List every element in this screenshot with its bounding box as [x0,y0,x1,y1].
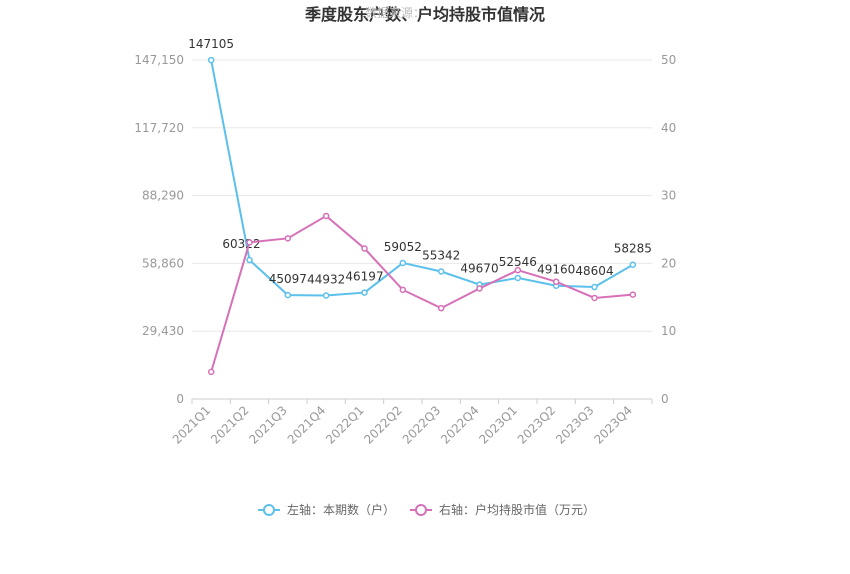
data-point-1 [629,291,637,298]
data-label: 59052 [384,240,422,254]
left-tick-label: 88,290 [142,189,184,203]
grid-lines [192,59,652,400]
x-tick-label: 2023Q1 [476,403,520,447]
chart-title: 季度股东户数、户均持股市值情况 [304,5,545,24]
series-line-1 [210,214,633,373]
left-tick-label: 147,150 [134,53,184,67]
legend[interactable]: 左轴：本期数（户） 右轴：户均持股市值（万元） [258,502,595,517]
left-tick-label: 29,430 [142,324,184,338]
data-point-0 [437,268,445,275]
data-point-0 [207,56,215,64]
data-point-1 [207,368,215,376]
data-point-0 [284,291,292,299]
data-point-1 [284,235,292,242]
data-point-1 [399,286,407,294]
data-label: 46197 [345,270,383,284]
data-point-1 [246,239,253,246]
x-tick-label: 2021Q1 [170,403,214,447]
x-tick-label: 2022Q2 [361,403,405,447]
data-point-0 [361,289,368,296]
data-label: 58285 [614,242,652,256]
x-tick-label: 2021Q3 [246,403,290,447]
series-layer: 147105 60322 45097 44932 46197 59052553424967… [188,37,652,376]
right-tick-label: 10 [661,324,676,338]
x-axis: 2021Q12021Q22021Q32021Q42022Q12022Q22022… [170,399,653,447]
data-point-1 [476,285,483,292]
data-label: 60322 [222,237,260,251]
x-tick-label: 2023Q3 [553,403,597,447]
legend-item-0[interactable]: 左轴：本期数（户） [258,502,395,517]
data-label: 48604 [575,264,613,278]
data-point-1 [437,304,445,312]
left-tick-label: 117,720 [134,121,184,135]
data-point-0 [246,256,253,264]
data-label: 49160 [537,263,575,277]
data-label: 52546 [499,255,537,269]
data-label: 45097 [269,272,307,286]
data-point-0 [399,259,407,267]
x-tick-label: 2022Q4 [438,403,482,447]
data-label: 44932 [307,272,345,286]
series-line-0 [210,59,634,297]
legend-label: 右轴：户均持股市值（万元） [439,502,595,517]
legend-marker [263,504,275,516]
data-label: 49670 [460,262,498,276]
legend-label: 左轴：本期数（户） [287,502,395,517]
left-axis: 0 29,430 58,860 88,290 117,720 147,150 [134,53,184,406]
legend-marker [415,504,427,516]
x-tick-label: 2022Q3 [400,403,444,447]
left-tick-label: 58,860 [142,256,184,270]
watermark: 数据来源： [365,5,425,20]
data-point-0 [629,261,637,268]
x-tick-label: 2023Q4 [591,403,635,447]
right-axis: 0 10 20 30 40 50 [661,53,676,406]
data-point-1 [361,245,368,252]
data-point-1 [591,294,598,302]
x-tick-label: 2021Q4 [285,403,329,447]
x-tick-label: 2021Q2 [208,403,252,447]
left-tick-label: 0 [176,392,184,406]
x-tick-label: 2022Q1 [323,403,367,447]
data-point-1 [322,212,330,220]
data-point-1 [514,266,522,274]
data-label: 55342 [422,249,460,263]
right-tick-label: 30 [661,189,676,203]
data-label: 147105 [188,37,234,51]
right-tick-label: 0 [661,392,669,406]
data-point-0 [514,274,522,282]
data-point-1 [552,278,560,285]
x-tick-label: 2023Q2 [515,403,559,447]
legend-item-1[interactable]: 右轴：户均持股市值（万元） [410,502,595,517]
data-point-0 [322,292,330,299]
right-tick-label: 20 [661,256,676,270]
right-tick-label: 50 [661,53,676,67]
data-point-0 [591,283,598,291]
right-tick-label: 40 [661,121,676,135]
